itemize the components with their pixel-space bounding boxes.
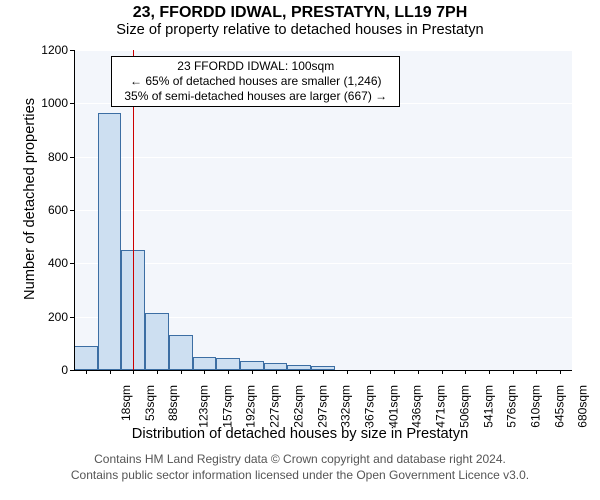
- bar: [193, 357, 217, 370]
- bar: [98, 113, 122, 370]
- x-tick-label: 610sqm: [529, 385, 543, 428]
- annotation-box: 23 FFORDD IDWAL: 100sqm ← 65% of detache…: [111, 56, 400, 107]
- x-tick-label: 123sqm: [197, 385, 211, 428]
- bar: [169, 335, 193, 370]
- x-tickmark: [299, 370, 300, 374]
- x-tickmark: [418, 370, 419, 374]
- x-tick-label: 541sqm: [481, 385, 495, 428]
- footer-attribution: Contains HM Land Registry data © Crown c…: [0, 452, 600, 483]
- x-tickmark: [204, 370, 205, 374]
- x-tick-label: 436sqm: [410, 385, 424, 428]
- x-tickmark: [133, 370, 134, 374]
- gridline: [74, 263, 572, 264]
- x-tick-label: 53sqm: [143, 385, 157, 421]
- x-tick-label: 157sqm: [220, 385, 234, 428]
- x-tickmark: [442, 370, 443, 374]
- x-tickmark: [228, 370, 229, 374]
- x-tick-label: 18sqm: [119, 385, 133, 421]
- y-tick-label: 200: [0, 310, 68, 324]
- annotation-line1: 23 FFORDD IDWAL: 100sqm: [116, 59, 395, 74]
- y-tick-label: 1000: [0, 96, 68, 110]
- x-tick-label: 297sqm: [315, 385, 329, 428]
- x-tickmark: [370, 370, 371, 374]
- y-tick-label: 400: [0, 256, 68, 270]
- x-tick-label: 332sqm: [339, 385, 353, 428]
- x-tickmark: [394, 370, 395, 374]
- chart-page: 23, FFORDD IDWAL, PRESTATYN, LL19 7PH Si…: [0, 0, 600, 500]
- x-tick-label: 680sqm: [576, 385, 590, 428]
- x-tick-label: 645sqm: [552, 385, 566, 428]
- bar: [74, 346, 98, 370]
- x-tickmark: [86, 370, 87, 374]
- y-tick-label: 0: [0, 363, 68, 377]
- x-tick-label: 367sqm: [363, 385, 377, 428]
- x-tickmark: [323, 370, 324, 374]
- y-tick-label: 1200: [0, 43, 68, 57]
- x-tickmark: [276, 370, 277, 374]
- footer-line2: Contains public sector information licen…: [0, 468, 600, 484]
- x-tick-label: 88sqm: [166, 385, 180, 421]
- x-tickmark: [560, 370, 561, 374]
- page-title-main: 23, FFORDD IDWAL, PRESTATYN, LL19 7PH: [0, 4, 600, 22]
- x-tick-label: 506sqm: [458, 385, 472, 428]
- y-tick-label: 600: [0, 203, 68, 217]
- x-tickmark: [347, 370, 348, 374]
- x-tick-label: 192sqm: [244, 385, 258, 428]
- page-title-sub: Size of property relative to detached ho…: [0, 22, 600, 38]
- x-tick-label: 471sqm: [434, 385, 448, 428]
- gridline: [74, 210, 572, 211]
- bar: [264, 363, 288, 370]
- x-tickmark: [489, 370, 490, 374]
- y-axis-line: [74, 50, 75, 370]
- x-tickmark: [252, 370, 253, 374]
- plot-area: 23 FFORDD IDWAL: 100sqm ← 65% of detache…: [74, 50, 572, 370]
- gridline: [74, 50, 572, 51]
- x-axis-label: Distribution of detached houses by size …: [0, 426, 600, 442]
- x-tickmark: [513, 370, 514, 374]
- x-tickmark: [157, 370, 158, 374]
- x-tickmark: [465, 370, 466, 374]
- annotation-line2: ← 65% of detached houses are smaller (1,…: [116, 74, 395, 89]
- bar: [145, 313, 169, 370]
- x-tickmark: [536, 370, 537, 374]
- x-tick-label: 401sqm: [386, 385, 400, 428]
- y-tick-label: 800: [0, 150, 68, 164]
- footer-line1: Contains HM Land Registry data © Crown c…: [0, 452, 600, 468]
- x-tick-label: 576sqm: [505, 385, 519, 428]
- annotation-line3: 35% of semi-detached houses are larger (…: [116, 89, 395, 104]
- gridline: [74, 157, 572, 158]
- bar: [240, 361, 264, 370]
- x-tick-label: 262sqm: [292, 385, 306, 428]
- bar: [216, 358, 240, 370]
- x-tickmark: [181, 370, 182, 374]
- x-tick-label: 227sqm: [268, 385, 282, 428]
- x-tickmark: [110, 370, 111, 374]
